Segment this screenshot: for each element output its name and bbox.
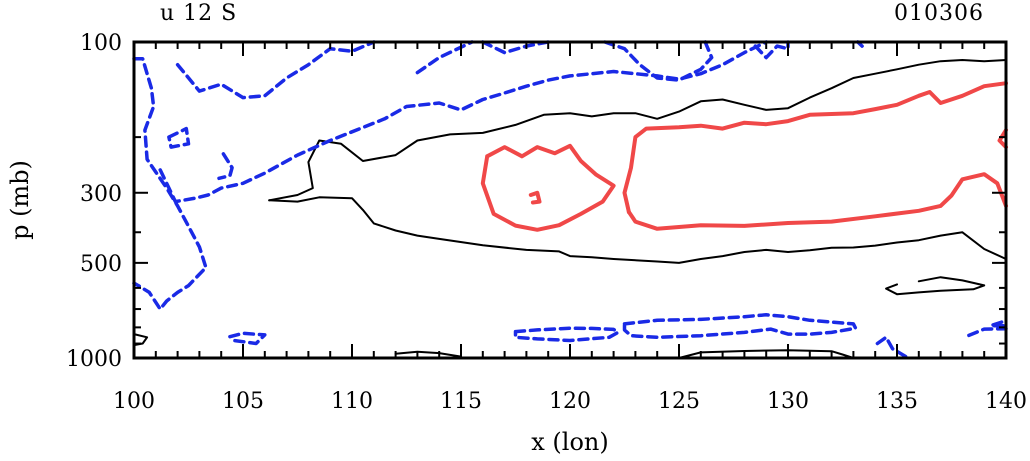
x-tick-label-105: 105 <box>222 389 264 414</box>
y-tick-label-300: 300 <box>80 182 122 207</box>
x-axis-title: x (lon) <box>531 428 608 456</box>
contour-2-13 <box>875 335 910 360</box>
x-tick-label-130: 130 <box>767 389 809 414</box>
contour-2-12 <box>622 313 858 340</box>
tick-labels: 100 105 110 115 120 125 130 135 140 100 300 500 1000 <box>66 31 1027 414</box>
x-tick-label-110: 110 <box>331 389 373 414</box>
contour-0-2 <box>885 276 986 296</box>
contour-2-11 <box>513 326 620 343</box>
contour-1-2 <box>622 81 1008 214</box>
y-axis-title: p (mb) <box>6 160 34 240</box>
y-tick-label-1000: 1000 <box>66 347 122 372</box>
x-tick-label-115: 115 <box>440 389 482 414</box>
contour-0-0 <box>268 59 1007 202</box>
chart-title-left: u 12 S <box>160 1 237 26</box>
y-tick-label-100: 100 <box>80 31 122 56</box>
contour-2-0 <box>132 57 208 311</box>
contour-2-15 <box>988 320 1008 328</box>
plot-frame <box>132 40 1008 360</box>
contour-2-8 <box>603 40 714 82</box>
contour-2-14 <box>967 326 1008 338</box>
contour-lines <box>132 40 1008 360</box>
chart-title-right: 010306 <box>894 1 984 26</box>
contour-0-3 <box>394 350 462 358</box>
x-tick-label-125: 125 <box>658 389 700 414</box>
contour-0-1 <box>268 196 1007 264</box>
contour-2-2 <box>175 40 376 100</box>
x-tick-label-140: 140 <box>985 389 1027 414</box>
contour-2-3 <box>167 126 191 149</box>
contour-2-5 <box>228 331 267 346</box>
contour-1-0 <box>480 143 616 232</box>
x-tick-label-135: 135 <box>876 389 918 414</box>
contour-2-4 <box>217 152 234 181</box>
contour-2-7 <box>481 40 550 55</box>
contour-1-1 <box>528 190 542 205</box>
contour-1-3 <box>626 172 1008 231</box>
axis-ticks <box>133 41 1007 359</box>
y-tick-label-500: 500 <box>80 252 122 277</box>
x-tick-label-100: 100 <box>113 389 155 414</box>
contour-1-4 <box>997 128 1008 150</box>
contour-2-1 <box>158 40 768 204</box>
x-tick-label-120: 120 <box>549 389 591 414</box>
contour-2-6 <box>415 40 474 75</box>
